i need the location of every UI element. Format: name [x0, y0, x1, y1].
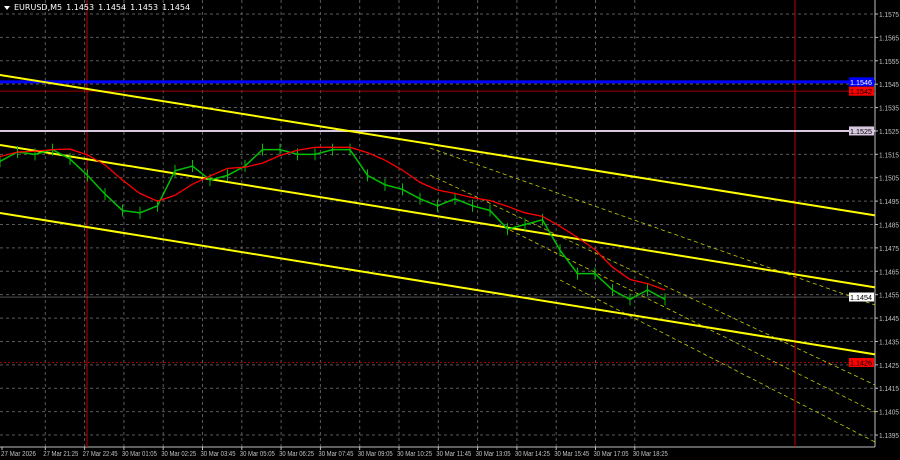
x-tick-label: 30 Mar 02:25	[161, 451, 196, 458]
y-tick-label: 1.1445	[879, 316, 899, 323]
price-label-box	[849, 77, 874, 87]
price-label-box	[849, 358, 874, 368]
y-tick-label: 1.1475	[879, 246, 899, 253]
high-value: 1.1454	[98, 3, 127, 12]
y-tick-label: 1.1555	[879, 59, 899, 66]
y-tick-label: 1.1505	[879, 176, 899, 183]
y-tick-label: 1.1435	[879, 339, 899, 346]
y-tick-label: 1.1535	[879, 106, 899, 113]
symbol-label: EURUSD,M5	[14, 3, 63, 12]
x-tick-label: 30 Mar 15:45	[554, 451, 589, 458]
price-label-box	[849, 292, 874, 302]
trend-line	[0, 212, 876, 356]
y-tick-label: 1.1395	[879, 433, 899, 440]
x-tick-label: 30 Mar 05:05	[240, 451, 275, 458]
price-label: 1.1542	[850, 89, 872, 96]
open-value: 1.1453	[66, 3, 95, 12]
x-tick-label: 27 Mar 22:45	[83, 451, 118, 458]
regression-channel-line	[559, 279, 876, 443]
y-tick-label: 1.1495	[879, 199, 899, 206]
x-tick-label: 30 Mar 03:45	[201, 451, 236, 458]
price-label: 1.1454	[850, 295, 872, 302]
regression-channel-line	[429, 174, 876, 386]
trend-line	[0, 144, 876, 289]
price-label-box	[849, 126, 874, 136]
x-tick-label: 30 Mar 10:25	[397, 451, 432, 458]
x-tick-label: 30 Mar 17:05	[594, 451, 629, 458]
dropdown-triangle-icon[interactable]	[4, 5, 10, 10]
price-label: 1.1546	[850, 80, 872, 87]
price-label: 1.1426	[850, 361, 872, 368]
regression-channel-line	[509, 229, 876, 413]
y-tick-label: 1.1575	[879, 12, 899, 19]
y-tick-label: 1.1455	[879, 293, 899, 300]
y-tick-label: 1.1485	[879, 223, 899, 230]
moving-average-line	[0, 146, 666, 291]
x-tick-label: 30 Mar 13:05	[476, 451, 511, 458]
y-tick-label: 1.1515	[879, 152, 899, 159]
price-label: 1.1525	[850, 129, 872, 136]
y-tick-label: 1.1525	[879, 129, 899, 136]
x-tick-label: 30 Mar 06:25	[279, 451, 314, 458]
y-tick-label: 1.1465	[879, 269, 899, 276]
x-tick-label: 30 Mar 09:05	[358, 451, 393, 458]
x-tick-label: 27 Mar 21:25	[43, 451, 78, 458]
x-tick-label: 30 Mar 18:25	[633, 451, 668, 458]
y-tick-label: 1.1425	[879, 363, 899, 370]
close-value: 1.1454	[162, 3, 191, 12]
y-tick-label: 1.1415	[879, 386, 899, 393]
x-tick-label: 30 Mar 14:25	[515, 451, 550, 458]
chart-header: EURUSD,M5 1.1453 1.1454 1.1453 1.1454	[4, 3, 194, 12]
price-label-box	[849, 86, 874, 96]
x-tick-label: 27 Mar 2026	[1, 451, 36, 458]
y-tick-label: 1.1545	[879, 82, 899, 89]
x-tick-label: 30 Mar 11:45	[436, 451, 471, 458]
low-value: 1.1453	[130, 3, 159, 12]
y-tick-label: 1.1565	[879, 35, 899, 42]
x-tick-label: 30 Mar 01:05	[122, 451, 157, 458]
regression-channel-line	[429, 147, 876, 306]
y-tick-label: 1.1405	[879, 410, 899, 417]
x-tick-label: 30 Mar 07:45	[318, 451, 353, 458]
trend-line	[0, 74, 876, 217]
